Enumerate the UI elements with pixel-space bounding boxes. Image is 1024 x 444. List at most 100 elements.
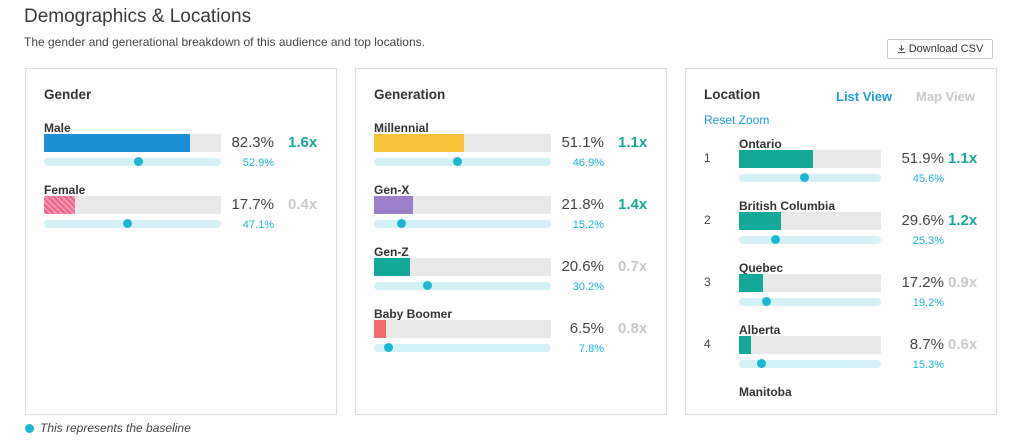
generation-card: Generation Millennial 51.1% 46.9% 1.1x Gen-X… <box>355 68 667 415</box>
index-value: 0.4x <box>288 196 318 213</box>
gender-bar-fill <box>44 196 76 214</box>
location-bar <box>739 336 881 354</box>
generation-bar <box>374 134 551 152</box>
location-rank: 2 <box>704 213 711 227</box>
generation-bar-fill <box>374 134 465 152</box>
generation-bar <box>374 320 551 338</box>
generation-percent: 21.8% <box>561 196 604 213</box>
generation-row: Gen-Z 20.6% 30.2% 0.7x <box>374 245 664 295</box>
gender-bar <box>44 134 221 152</box>
index-value: 1.1x <box>948 150 978 167</box>
location-rank: 3 <box>704 275 711 289</box>
gender-percent: 17.7% <box>231 196 274 213</box>
baseline-percent: 45.6% <box>912 173 944 185</box>
baseline-marker <box>770 235 780 244</box>
index-value: 1.6x <box>288 134 318 151</box>
location-row: 2 British Columbia 29.6% 25.3% 1.2x <box>704 199 994 249</box>
page-title: Demographics & Locations <box>24 6 252 27</box>
location-card: Location List View Map View Reset Zoom 1… <box>685 68 997 415</box>
generation-bar <box>374 258 551 276</box>
baseline-track <box>739 173 881 182</box>
generation-card-title: Generation <box>374 87 446 102</box>
index-value: 1.4x <box>618 196 648 213</box>
generation-row: Gen-X 21.8% 15.2% 1.4x <box>374 183 664 233</box>
location-bar-fill <box>739 212 782 230</box>
download-icon <box>897 44 905 54</box>
generation-label: Gen-Z <box>374 245 409 259</box>
index-value: 0.9x <box>948 274 978 291</box>
gender-bar <box>44 196 221 214</box>
baseline-percent: 15.3% <box>912 359 944 371</box>
gender-card-title: Gender <box>44 87 92 102</box>
location-row: Manitoba <box>704 385 994 414</box>
generation-row: Baby Boomer 6.5% 7.8% 0.8x <box>374 307 664 357</box>
location-rank: 4 <box>704 337 711 351</box>
location-row: 1 Ontario 51.9% 45.6% 1.1x <box>704 137 994 187</box>
index-value: 0.6x <box>948 336 978 353</box>
location-percent: 29.6% <box>901 212 944 229</box>
baseline-marker <box>396 219 406 228</box>
generation-label: Millennial <box>374 121 429 135</box>
baseline-track <box>374 281 551 290</box>
baseline-marker <box>423 281 433 290</box>
location-percent: 8.7% <box>909 336 944 353</box>
download-csv-button[interactable]: Download CSV <box>887 39 993 59</box>
location-bar <box>739 150 881 168</box>
location-bar-fill <box>739 274 764 292</box>
gender-row: Female 17.7% 47.1% 0.4x <box>44 183 334 233</box>
index-value: 1.1x <box>618 134 648 151</box>
baseline-marker <box>133 157 143 166</box>
baseline-track <box>44 157 221 166</box>
generation-bar-fill <box>374 196 413 214</box>
page-subtitle: The gender and generational breakdown of… <box>24 35 425 49</box>
generation-row: Millennial 51.1% 46.9% 1.1x <box>374 121 664 171</box>
baseline-legend: This represents the baseline <box>25 421 191 435</box>
list-view-toggle[interactable]: List View <box>836 89 893 104</box>
gender-percent: 82.3% <box>231 134 274 151</box>
baseline-percent: 19.2% <box>912 297 944 309</box>
baseline-legend-text: This represents the baseline <box>40 421 191 435</box>
generation-label: Baby Boomer <box>374 307 453 321</box>
baseline-percent: 52.9% <box>242 157 274 169</box>
download-csv-label: Download CSV <box>908 43 984 55</box>
generation-percent: 6.5% <box>569 320 604 337</box>
baseline-track <box>739 297 881 306</box>
baseline-percent: 47.1% <box>242 219 274 231</box>
baseline-dot-icon <box>25 423 34 433</box>
location-label: British Columbia <box>739 199 836 213</box>
baseline-percent: 25.3% <box>912 235 944 247</box>
location-percent: 51.9% <box>901 150 944 167</box>
location-label: Manitoba <box>739 385 792 399</box>
location-bar <box>739 212 881 230</box>
generation-bar-fill <box>374 320 386 338</box>
location-bar-fill <box>739 150 813 168</box>
baseline-marker <box>383 343 393 352</box>
generation-percent: 51.1% <box>561 134 604 151</box>
location-label: Ontario <box>739 137 782 151</box>
location-label: Quebec <box>739 261 784 275</box>
location-bar <box>739 274 881 292</box>
gender-label: Male <box>44 121 71 135</box>
index-value: 0.7x <box>618 258 648 275</box>
baseline-track <box>44 219 221 228</box>
map-view-toggle[interactable]: Map View <box>916 89 976 104</box>
location-row: 3 Quebec 17.2% 19.2% 0.9x <box>704 261 994 311</box>
generation-bar <box>374 196 551 214</box>
reset-zoom-link[interactable]: Reset Zoom <box>704 113 770 127</box>
generation-percent: 20.6% <box>561 258 604 275</box>
baseline-marker <box>756 359 766 368</box>
baseline-marker <box>123 219 133 228</box>
baseline-marker <box>799 173 809 182</box>
gender-bar-fill <box>44 134 190 152</box>
baseline-percent: 30.2% <box>572 281 604 293</box>
baseline-track <box>739 235 881 244</box>
baseline-track <box>739 359 881 368</box>
generation-bar-fill <box>374 258 411 276</box>
index-value: 1.2x <box>948 212 978 229</box>
baseline-track <box>374 343 551 352</box>
index-value: 0.8x <box>618 320 648 337</box>
baseline-marker <box>762 297 772 306</box>
baseline-percent: 7.8% <box>578 343 604 355</box>
baseline-percent: 15.2% <box>572 219 604 231</box>
baseline-percent: 46.9% <box>572 157 604 169</box>
